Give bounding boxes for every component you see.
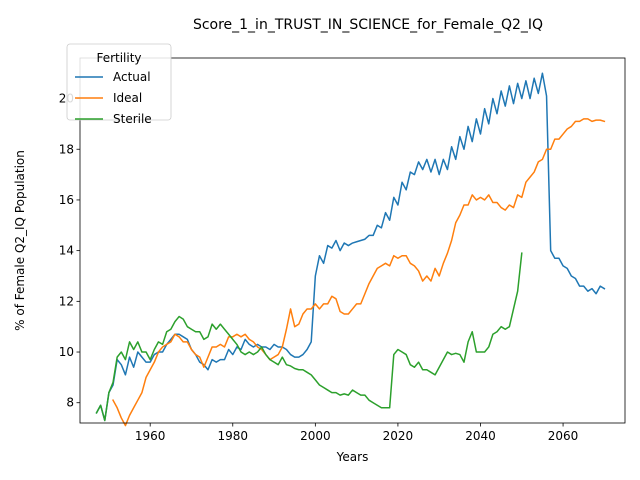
y-tick-label: 10 xyxy=(59,345,74,359)
legend-box xyxy=(66,43,172,121)
legend-label-sterile: Sterile xyxy=(113,112,152,126)
y-axis-label: % of Female Q2_IQ Population xyxy=(13,150,27,331)
series-line-actual xyxy=(95,72,606,422)
y-tick-label: 16 xyxy=(59,193,74,207)
y-tick-label: 14 xyxy=(59,244,74,258)
y-tick-label: 12 xyxy=(59,294,74,308)
y-tick-label: 18 xyxy=(59,142,74,156)
x-tick-label: 2000 xyxy=(300,429,331,443)
plot-frame xyxy=(79,57,626,424)
x-tick-label: 1960 xyxy=(135,429,166,443)
y-tick-label: 8 xyxy=(66,396,74,410)
chart-title: Score_1_in_TRUST_IN_SCIENCE_for_Female_Q… xyxy=(193,17,543,33)
x-tick-label: 1980 xyxy=(217,429,248,443)
legend: Fertility Actual Ideal Sterile xyxy=(66,43,172,126)
x-axis-label: Years xyxy=(336,450,369,464)
legend-title: Fertility xyxy=(96,51,141,65)
x-tick-label: 2040 xyxy=(465,429,496,443)
legend-label-actual: Actual xyxy=(113,70,151,84)
series-layer xyxy=(95,72,606,427)
x-tick-label: 2020 xyxy=(383,429,414,443)
series-line-sterile xyxy=(95,252,523,422)
series-line-ideal xyxy=(112,118,606,427)
legend-label-ideal: Ideal xyxy=(113,91,142,105)
x-tick-label: 2060 xyxy=(548,429,579,443)
x-axis: 1960 1980 2000 2020 2040 2060 xyxy=(135,423,578,443)
